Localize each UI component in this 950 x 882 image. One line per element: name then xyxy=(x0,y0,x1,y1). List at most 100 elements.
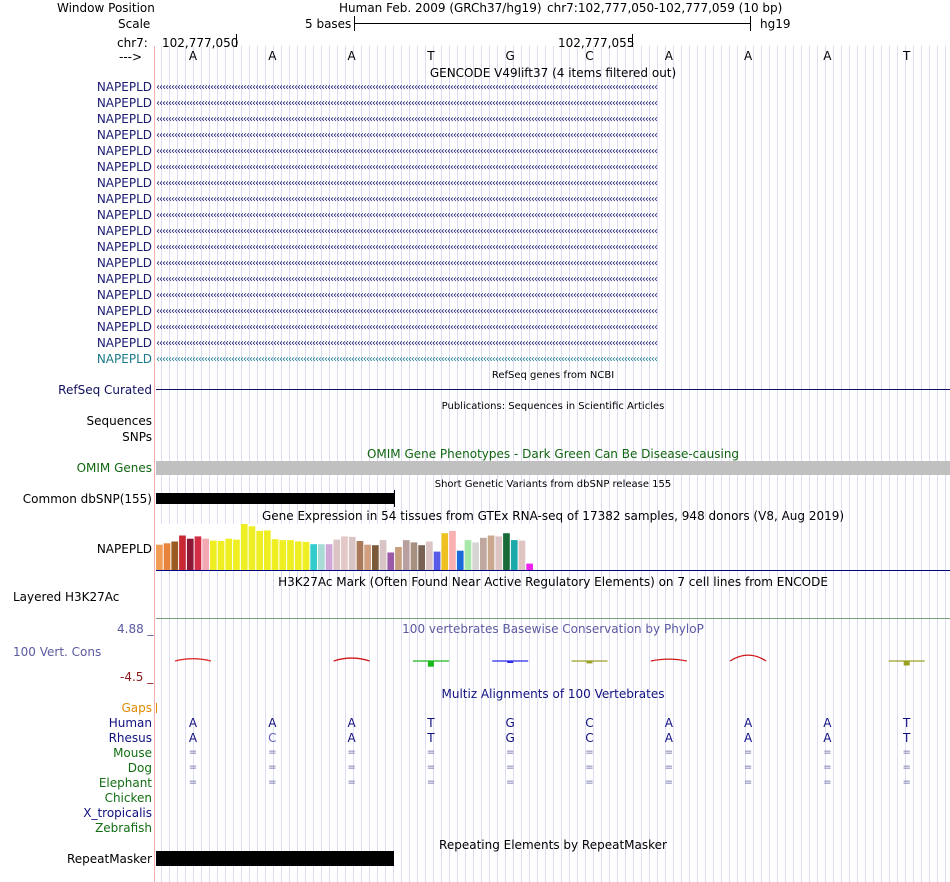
gencode-transcript-label[interactable]: NAPEPLD xyxy=(96,272,152,286)
gencode-transcript-label[interactable]: NAPEPLD xyxy=(96,160,152,174)
gtex-tissue-bar[interactable] xyxy=(402,540,410,570)
gtex-tissue-bar[interactable] xyxy=(186,538,194,570)
gtex-tissue-bar[interactable] xyxy=(472,542,479,570)
species-label[interactable]: Chicken xyxy=(104,791,152,805)
gencode-transcript-label[interactable]: NAPEPLD xyxy=(96,256,152,270)
gtex-tissue-bar[interactable] xyxy=(341,536,348,570)
gtex-tissue-bar[interactable] xyxy=(256,530,263,570)
gtex-tissue-bar[interactable] xyxy=(210,540,217,570)
gencode-transcript-feature[interactable]: ‹‹‹‹‹‹‹‹‹‹‹‹‹‹‹‹‹‹‹‹‹‹‹‹‹‹‹‹‹‹‹‹‹‹‹‹‹‹‹‹… xyxy=(156,82,658,93)
phylop-score[interactable] xyxy=(174,658,212,662)
gencode-transcript-label[interactable]: NAPEPLD xyxy=(96,240,152,254)
gencode-transcript-label[interactable]: NAPEPLD xyxy=(96,96,152,110)
gtex-tissue-bar[interactable] xyxy=(356,541,364,570)
species-alignment[interactable]: Human A A A T G C A A A T Rhesus A C A T G C A A A T Mouse = = = =… xyxy=(0,716,950,836)
gtex-tissue-bar[interactable] xyxy=(456,550,464,570)
gencode-transcript-feature[interactable]: ‹‹‹‹‹‹‹‹‹‹‹‹‹‹‹‹‹‹‹‹‹‹‹‹‹‹‹‹‹‹‹‹‹‹‹‹‹‹‹‹… xyxy=(156,162,658,173)
gtex-bar-chart[interactable] xyxy=(156,523,556,571)
gencode-transcript-feature[interactable]: ‹‹‹‹‹‹‹‹‹‹‹‹‹‹‹‹‹‹‹‹‹‹‹‹‹‹‹‹‹‹‹‹‹‹‹‹‹‹‹‹… xyxy=(156,306,658,317)
gtex-tissue-bar[interactable] xyxy=(294,541,302,571)
gencode-transcript-feature[interactable]: ‹‹‹‹‹‹‹‹‹‹‹‹‹‹‹‹‹‹‹‹‹‹‹‹‹‹‹‹‹‹‹‹‹‹‹‹‹‹‹‹… xyxy=(156,130,658,141)
gencode-transcript-feature[interactable]: ‹‹‹‹‹‹‹‹‹‹‹‹‹‹‹‹‹‹‹‹‹‹‹‹‹‹‹‹‹‹‹‹‹‹‹‹‹‹‹‹… xyxy=(156,274,658,285)
gencode-transcript-label[interactable]: NAPEPLD xyxy=(96,288,152,302)
gencode-transcript-label[interactable]: NAPEPLD xyxy=(96,304,152,318)
gtex-tissue-bar[interactable] xyxy=(310,544,317,570)
gencode-transcript-feature[interactable]: ‹‹‹‹‹‹‹‹‹‹‹‹‹‹‹‹‹‹‹‹‹‹‹‹‹‹‹‹‹‹‹‹‹‹‹‹‹‹‹‹… xyxy=(156,146,658,157)
gencode-transcript-feature[interactable]: ‹‹‹‹‹‹‹‹‹‹‹‹‹‹‹‹‹‹‹‹‹‹‹‹‹‹‹‹‹‹‹‹‹‹‹‹‹‹‹‹… xyxy=(156,194,658,205)
gtex-tissue-bar[interactable] xyxy=(364,544,371,570)
gencode-transcript-label[interactable]: NAPEPLD xyxy=(96,176,152,190)
gtex-tissue-bar[interactable] xyxy=(410,542,418,570)
gencode-track[interactable]: NAPEPLD ‹‹‹‹‹‹‹‹‹‹‹‹‹‹‹‹‹‹‹‹‹‹‹‹‹‹‹‹‹‹‹‹‹… xyxy=(0,80,950,368)
gtex-tissue-bar[interactable] xyxy=(225,538,233,570)
gencode-transcript-feature[interactable]: ‹‹‹‹‹‹‹‹‹‹‹‹‹‹‹‹‹‹‹‹‹‹‹‹‹‹‹‹‹‹‹‹‹‹‹‹‹‹‹‹… xyxy=(156,354,658,365)
gtex-tissue-bar[interactable] xyxy=(302,541,310,570)
gtex-tissue-bar[interactable] xyxy=(487,535,495,571)
species-label[interactable]: Human xyxy=(108,716,152,730)
gtex-tissue-bar[interactable] xyxy=(179,535,186,571)
gencode-transcript-feature[interactable]: ‹‹‹‹‹‹‹‹‹‹‹‹‹‹‹‹‹‹‹‹‹‹‹‹‹‹‹‹‹‹‹‹‹‹‹‹‹‹‹‹… xyxy=(156,290,658,301)
gtex-tissue-bar[interactable] xyxy=(318,544,325,570)
species-label[interactable]: X_tropicalis xyxy=(83,806,152,820)
gencode-transcript-feature[interactable]: ‹‹‹‹‹‹‹‹‹‹‹‹‹‹‹‹‹‹‹‹‹‹‹‹‹‹‹‹‹‹‹‹‹‹‹‹‹‹‹‹… xyxy=(156,258,658,269)
gtex-tissue-bar[interactable] xyxy=(271,539,279,570)
h3k27ac-track-label[interactable]: Layered H3K27Ac xyxy=(13,590,120,604)
gencode-transcript-label[interactable]: NAPEPLD xyxy=(96,128,152,142)
gtex-gene-label[interactable]: NAPEPLD xyxy=(96,542,152,556)
pubs-snps-label[interactable]: SNPs xyxy=(122,430,152,444)
gencode-transcript-label[interactable]: NAPEPLD xyxy=(96,112,152,126)
gtex-tissue-bar[interactable] xyxy=(264,530,271,570)
phylop-score[interactable] xyxy=(729,654,767,662)
gtex-tissue-bar[interactable] xyxy=(464,540,472,570)
gtex-tissue-bar[interactable] xyxy=(433,551,441,570)
gtex-tissue-bar[interactable] xyxy=(503,533,510,570)
gtex-tissue-bar[interactable] xyxy=(248,526,256,570)
gtex-tissue-bar[interactable] xyxy=(418,545,425,570)
omim-feature-bar[interactable] xyxy=(156,461,950,475)
gencode-transcript-label[interactable]: NAPEPLD xyxy=(96,224,152,238)
species-label[interactable]: Elephant xyxy=(98,776,152,790)
phylop-plot[interactable] xyxy=(156,636,950,686)
gtex-tissue-bar[interactable] xyxy=(426,541,433,571)
gencode-transcript-label[interactable]: NAPEPLD xyxy=(96,208,152,222)
gtex-tissue-bar[interactable] xyxy=(171,541,179,571)
gtex-tissue-bar[interactable] xyxy=(279,540,287,570)
gtex-tissue-bar[interactable] xyxy=(333,539,341,570)
gencode-transcript-feature[interactable]: ‹‹‹‹‹‹‹‹‹‹‹‹‹‹‹‹‹‹‹‹‹‹‹‹‹‹‹‹‹‹‹‹‹‹‹‹‹‹‹‹… xyxy=(156,322,658,333)
gencode-transcript-label[interactable]: NAPEPLD xyxy=(96,352,152,366)
omim-track-label[interactable]: OMIM Genes xyxy=(76,461,152,475)
gtex-tissue-bar[interactable] xyxy=(449,530,456,570)
gencode-transcript-feature[interactable]: ‹‹‹‹‹‹‹‹‹‹‹‹‹‹‹‹‹‹‹‹‹‹‹‹‹‹‹‹‹‹‹‹‹‹‹‹‹‹‹‹… xyxy=(156,98,658,109)
gtex-tissue-bar[interactable] xyxy=(518,540,526,570)
species-label[interactable]: Mouse xyxy=(113,746,152,760)
gtex-tissue-bar[interactable] xyxy=(156,544,163,570)
species-label[interactable]: Zebrafish xyxy=(95,821,152,835)
gencode-transcript-feature[interactable]: ‹‹‹‹‹‹‹‹‹‹‹‹‹‹‹‹‹‹‹‹‹‹‹‹‹‹‹‹‹‹‹‹‹‹‹‹‹‹‹‹… xyxy=(156,114,658,125)
dbsnp-variant-bar[interactable] xyxy=(156,493,394,504)
gtex-tissue-bar[interactable] xyxy=(372,545,379,570)
gtex-tissue-bar[interactable] xyxy=(379,540,387,570)
species-label[interactable]: Rhesus xyxy=(108,731,152,745)
gtex-tissue-bar[interactable] xyxy=(163,543,171,570)
gtex-tissue-bar[interactable] xyxy=(510,540,518,570)
refseq-track-label[interactable]: RefSeq Curated xyxy=(58,383,152,397)
gtex-tissue-bar[interactable] xyxy=(240,524,248,570)
gtex-tissue-bar[interactable] xyxy=(194,536,202,570)
gtex-tissue-bar[interactable] xyxy=(526,563,533,570)
gencode-transcript-feature[interactable]: ‹‹‹‹‹‹‹‹‹‹‹‹‹‹‹‹‹‹‹‹‹‹‹‹‹‹‹‹‹‹‹‹‹‹‹‹‹‹‹‹… xyxy=(156,210,658,221)
gtex-tissue-bar[interactable] xyxy=(480,537,487,570)
gtex-tissue-bar[interactable] xyxy=(325,544,333,570)
gtex-tissue-bar[interactable] xyxy=(387,552,395,571)
species-label[interactable]: Dog xyxy=(127,761,152,775)
gencode-transcript-label[interactable]: NAPEPLD xyxy=(96,80,152,94)
gencode-transcript-label[interactable]: NAPEPLD xyxy=(96,336,152,350)
gtex-tissue-bar[interactable] xyxy=(287,540,294,570)
gtex-tissue-bar[interactable] xyxy=(395,547,402,570)
cons-track-label[interactable]: 100 Vert. Cons xyxy=(13,645,102,659)
gtex-tissue-bar[interactable] xyxy=(348,536,356,570)
gtex-tissue-bar[interactable] xyxy=(495,536,503,570)
gencode-transcript-feature[interactable]: ‹‹‹‹‹‹‹‹‹‹‹‹‹‹‹‹‹‹‹‹‹‹‹‹‹‹‹‹‹‹‹‹‹‹‹‹‹‹‹‹… xyxy=(156,226,658,237)
gencode-transcript-feature[interactable]: ‹‹‹‹‹‹‹‹‹‹‹‹‹‹‹‹‹‹‹‹‹‹‹‹‹‹‹‹‹‹‹‹‹‹‹‹‹‹‹‹… xyxy=(156,178,658,189)
phylop-score[interactable] xyxy=(650,658,687,662)
